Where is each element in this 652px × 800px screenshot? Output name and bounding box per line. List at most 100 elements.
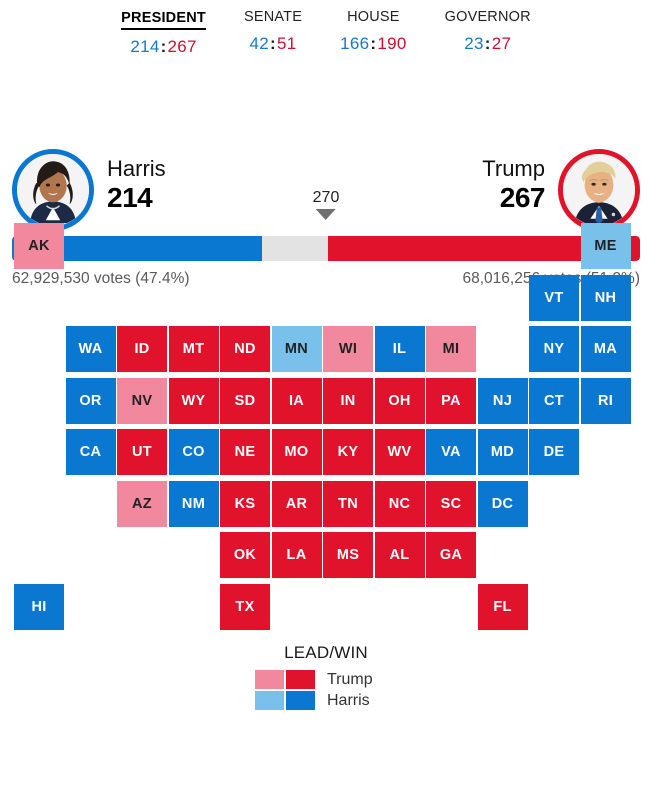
state-cell-al[interactable]: AL <box>374 532 425 578</box>
legend-swatch-lead <box>255 670 284 689</box>
legend-rows: Trump Harris <box>0 670 652 710</box>
state-cell-ut[interactable]: UT <box>117 429 167 475</box>
score-separator: : <box>370 34 377 53</box>
state-cell-wa[interactable]: WA <box>65 326 116 372</box>
state-cell-vt[interactable]: VT <box>529 274 579 321</box>
race-tab-score: 42:51 <box>244 34 302 54</box>
state-cell-co[interactable]: CO <box>168 429 219 475</box>
state-cell-dc[interactable]: DC <box>477 480 528 527</box>
state-cell-ct[interactable]: CT <box>529 377 579 424</box>
state-cell-ca[interactable]: CA <box>65 429 116 475</box>
state-cell-ia[interactable]: IA <box>271 377 322 424</box>
legend-title: LEAD/WIN <box>284 643 368 662</box>
state-cell-ny[interactable]: NY <box>529 326 579 372</box>
state-cell-nv[interactable]: NV <box>117 377 167 424</box>
state-cell-ma[interactable]: MA <box>580 326 631 372</box>
state-cell-oh[interactable]: OH <box>374 377 425 424</box>
popular-vote-harris: 62,929,530 votes (47.4%) <box>12 270 190 287</box>
state-cell-nd[interactable]: ND <box>220 326 270 372</box>
race-tab-score: 23:27 <box>445 34 531 54</box>
race-tab-label: HOUSE <box>347 9 400 25</box>
race-rep-count: 51 <box>277 34 297 53</box>
score-separator: : <box>484 34 491 53</box>
state-cell-ar[interactable]: AR <box>271 480 322 527</box>
race-tab-senate[interactable]: SENATE 42:51 <box>225 9 321 54</box>
state-cartogram: AK ME VT NH WA ID MT ND MN WI IL MI NY MA OR NV WY SD IA IN… <box>0 213 652 643</box>
race-tab-label: PRESIDENT <box>121 10 206 30</box>
legend-row-trump: Trump <box>255 670 397 689</box>
state-cell-la[interactable]: LA <box>271 532 322 578</box>
race-dem-count: 166 <box>340 34 370 53</box>
state-cell-nc[interactable]: NC <box>374 480 425 527</box>
state-cell-nm[interactable]: NM <box>168 480 219 527</box>
state-cell-fl[interactable]: FL <box>477 583 528 630</box>
race-dem-count: 214 <box>130 37 160 56</box>
harris-portrait <box>17 154 89 226</box>
state-cell-wv[interactable]: WV <box>374 429 425 475</box>
state-cell-ri[interactable]: RI <box>580 377 631 424</box>
race-tab-label: GOVERNOR <box>444 9 531 25</box>
score-separator: : <box>160 37 167 56</box>
race-dem-count: 23 <box>464 34 484 53</box>
state-cell-mi[interactable]: MI <box>426 326 476 372</box>
state-cell-nh[interactable]: NH <box>580 274 631 321</box>
avatar-trump <box>558 149 640 231</box>
race-rep-count: 267 <box>167 37 197 56</box>
state-cell-az[interactable]: AZ <box>117 480 167 527</box>
candidate-name-harris: Harris <box>107 156 166 181</box>
candidate-name-trump: Trump <box>482 156 545 181</box>
state-cell-ne[interactable]: NE <box>220 429 270 475</box>
candidate-evs-harris: 214 <box>107 182 153 213</box>
state-cell-ga[interactable]: GA <box>426 532 476 578</box>
trump-portrait <box>563 154 635 226</box>
state-cell-tn[interactable]: TN <box>323 480 373 527</box>
state-cell-il[interactable]: IL <box>374 326 425 372</box>
race-rep-count: 190 <box>377 34 407 53</box>
state-cell-hi[interactable]: HI <box>14 583 64 630</box>
race-tabs: PRESIDENT 214:267 SENATE 42:51 HOUSE 166… <box>0 0 652 57</box>
state-cell-id[interactable]: ID <box>117 326 167 372</box>
state-cell-sc[interactable]: SC <box>426 480 476 527</box>
state-cell-ky[interactable]: KY <box>323 429 373 475</box>
race-tab-label: SENATE <box>243 9 303 25</box>
state-cell-ok[interactable]: OK <box>220 532 270 578</box>
race-tab-president[interactable]: PRESIDENT 214:267 <box>102 9 225 57</box>
race-tab-governor[interactable]: GOVERNOR 23:27 <box>426 9 550 54</box>
state-cell-wi[interactable]: WI <box>323 326 373 372</box>
state-cell-nj[interactable]: NJ <box>477 377 528 424</box>
state-cell-va[interactable]: VA <box>426 429 476 475</box>
race-dem-count: 42 <box>249 34 270 53</box>
candidate-summary: Harris 214 <box>0 63 652 287</box>
state-cell-mn[interactable]: MN <box>271 326 322 372</box>
bar-segment-undecided <box>261 236 329 261</box>
legend-swatch-win <box>286 691 315 710</box>
legend-row-harris: Harris <box>255 691 397 710</box>
candidate-evs-trump: 267 <box>499 182 546 213</box>
state-cell-or[interactable]: OR <box>65 377 116 424</box>
state-cell-me[interactable]: ME <box>580 223 631 269</box>
legend-swatch-lead <box>255 691 284 710</box>
threshold-marker: 270 <box>312 189 340 220</box>
state-cell-sd[interactable]: SD <box>220 377 270 424</box>
state-cell-de[interactable]: DE <box>529 429 579 475</box>
legend-swatch-win <box>286 670 315 689</box>
state-cell-tx[interactable]: TX <box>220 583 270 630</box>
legend-label: Trump <box>327 670 373 688</box>
state-cell-md[interactable]: MD <box>477 429 528 475</box>
state-cell-ak[interactable]: AK <box>14 223 64 269</box>
state-cell-in[interactable]: IN <box>323 377 373 424</box>
state-cell-wy[interactable]: WY <box>168 377 219 424</box>
state-cell-ks[interactable]: KS <box>220 480 270 527</box>
race-tab-score: 214:267 <box>121 37 206 57</box>
race-tab-house[interactable]: HOUSE 166:190 <box>321 9 426 54</box>
threshold-label: 270 <box>312 189 340 206</box>
state-cell-pa[interactable]: PA <box>426 377 476 424</box>
state-cell-mt[interactable]: MT <box>168 326 219 372</box>
avatar-harris <box>12 149 94 231</box>
state-cell-ms[interactable]: MS <box>323 532 373 578</box>
state-cell-mo[interactable]: MO <box>271 429 322 475</box>
map-legend: LEAD/WIN Trump Harris <box>0 643 652 710</box>
legend-label: Harris <box>327 691 370 709</box>
score-separator: : <box>270 34 277 53</box>
